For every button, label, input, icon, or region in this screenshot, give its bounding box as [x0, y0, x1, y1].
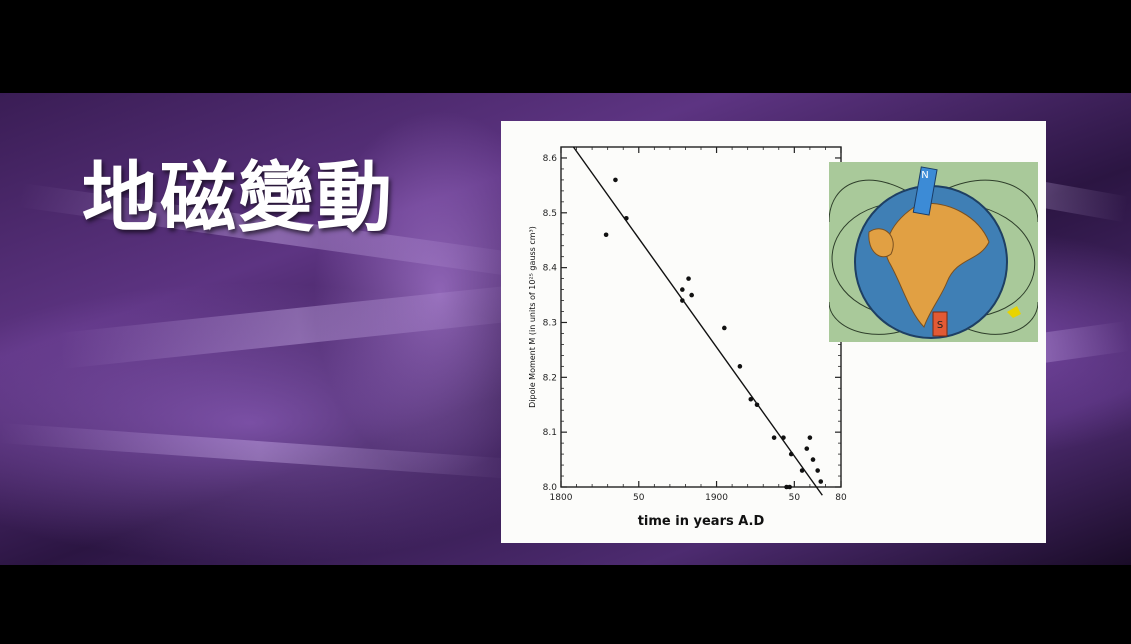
south-label: S [937, 320, 943, 331]
data-point [624, 215, 629, 221]
data-point [603, 232, 609, 238]
regression-line [572, 146, 823, 496]
north-label: N [921, 170, 928, 181]
y-tick-label: 8.1 [543, 428, 557, 438]
data-point [815, 468, 820, 473]
data-point [799, 468, 805, 473]
slide-title: 地磁變動 [82, 153, 394, 242]
y-tick-label: 8.0 [543, 483, 558, 493]
data-point [771, 435, 777, 440]
x-tick-label: 1800 [550, 493, 573, 503]
data-point [810, 457, 816, 462]
x-tick-label: 1900 [705, 493, 728, 503]
plot-frame [560, 146, 842, 488]
data-point [722, 325, 727, 331]
data-point [818, 479, 824, 484]
data-point [737, 364, 743, 369]
data-point [754, 402, 760, 408]
data-point [689, 292, 694, 298]
data-point [748, 396, 754, 402]
y-tick-label: 8.3 [543, 318, 557, 328]
y-tick-label: 8.6 [543, 154, 558, 164]
south-magnet-bar [932, 311, 948, 337]
y-tick-label: 8.5 [543, 209, 557, 219]
data-point [807, 435, 813, 440]
x-tick-label: 80 [835, 493, 847, 503]
data-point [781, 435, 786, 440]
earth-magnetic-field-illustration: N S [828, 162, 1039, 342]
x-tick-label: 50 [633, 493, 645, 503]
continent-shape [868, 228, 894, 258]
x-tick-label: 50 [789, 493, 801, 503]
continent-shape [885, 202, 990, 328]
light-streak [58, 282, 540, 369]
x-axis-label: time in years A.D [638, 514, 765, 529]
chart-panel: 8.0 8.1 8.2 8.3 8.4 8.5 8.6 1800 50 1900 50 80 time … [501, 121, 1046, 543]
light-streak [0, 423, 520, 480]
data-point [804, 446, 810, 451]
data-point [787, 484, 792, 490]
north-magnet-bar [912, 166, 938, 216]
dipole-moment-chart: 8.0 8.1 8.2 8.3 8.4 8.5 8.6 1800 50 1900 50 80 time … [528, 146, 847, 529]
data-point [613, 177, 618, 183]
y-axis-label: Dipole Moment M (in units of 10²⁵ gauss … [528, 226, 537, 408]
data-point [680, 298, 685, 303]
small-yellow-mark [1007, 306, 1021, 318]
y-tick-label: 8.4 [543, 264, 558, 274]
data-point [788, 451, 794, 457]
y-tick-label: 8.2 [543, 373, 557, 383]
data-point [680, 287, 685, 292]
data-point [686, 276, 691, 281]
